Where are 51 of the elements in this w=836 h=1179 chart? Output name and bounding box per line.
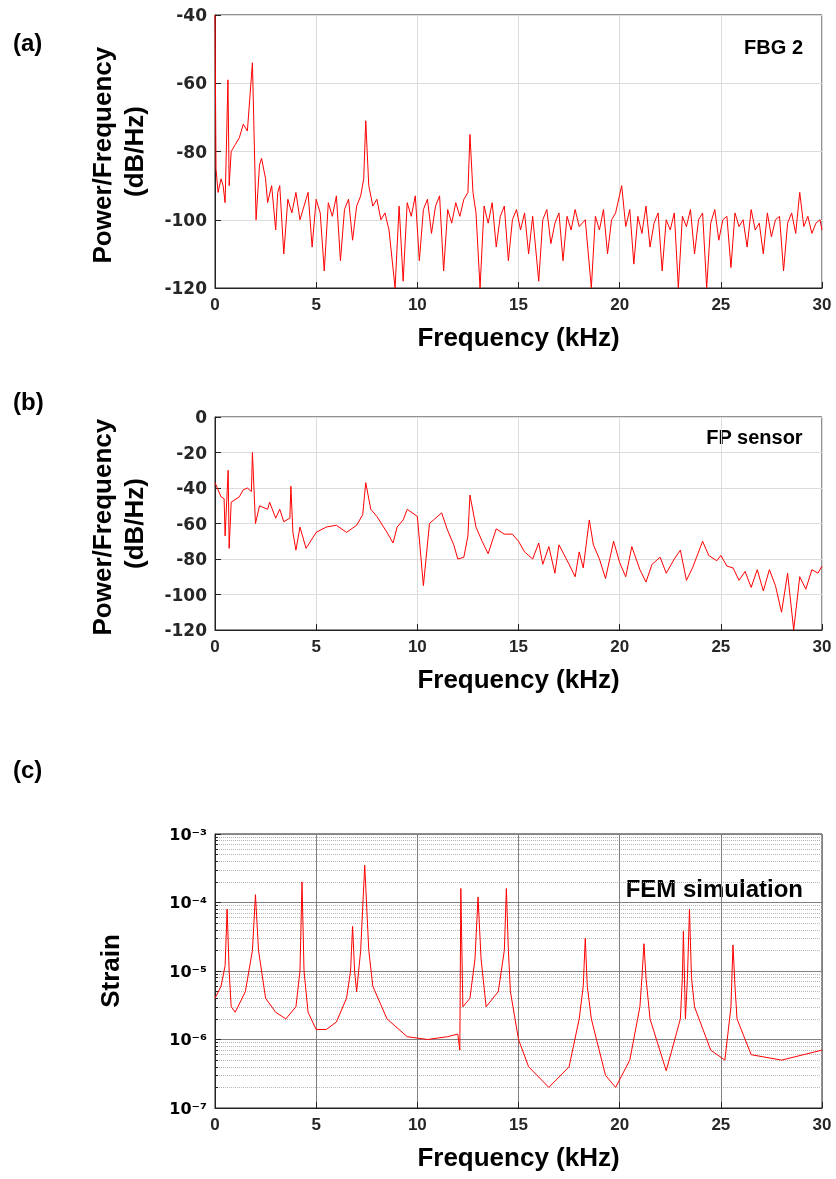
x-tick-label: 0 (210, 1115, 220, 1134)
x-axis-title: Frequency (kHz) (417, 322, 620, 352)
x-tick-label: 10 (407, 1115, 427, 1134)
y-tick-label: -120 (164, 278, 208, 298)
x-tick-label: 10 (407, 295, 427, 314)
x-tick-label: 15 (509, 295, 528, 314)
y-tick-label: 10⁻⁷ (169, 1098, 207, 1118)
x-tick-label: 5 (311, 637, 321, 656)
x-tick-label: 30 (812, 637, 832, 656)
annotation: FBG 2 (744, 36, 804, 58)
x-tick-label: 5 (311, 295, 321, 314)
x-tick-label: 25 (711, 637, 731, 656)
x-axis-title: Frequency (kHz) (417, 1142, 620, 1172)
y-tick-label: -100 (164, 584, 208, 605)
y-axis-title: Power/Frequency (dB/Hz) (87, 411, 149, 636)
y-tick-label: -40 (176, 478, 208, 498)
x-tick-label: 0 (210, 295, 220, 314)
x-tick-label: 5 (311, 1115, 321, 1134)
x-tick-label: 25 (711, 1115, 731, 1134)
y-tick-label: -100 (164, 209, 208, 230)
x-tick-label: 15 (509, 1115, 528, 1134)
x-tick-label: 15 (509, 637, 528, 656)
x-tick-label: 30 (812, 1115, 832, 1134)
chart-title: (c) (13, 755, 43, 783)
y-tick-label: 10⁻³ (169, 824, 207, 844)
chart-title: (b) (13, 387, 44, 415)
y-tick-label: -120 (164, 620, 208, 640)
line-series (214, 864, 823, 1088)
y-tick-label: -60 (176, 513, 208, 534)
x-tick-label: 20 (610, 295, 630, 314)
y-axis-title: Strain (95, 934, 125, 1008)
x-axis-title: Frequency (kHz) (417, 664, 620, 694)
y-tick-label: 10⁻⁶ (169, 1030, 207, 1049)
x-tick-label: 0 (210, 637, 220, 656)
x-tick-label: 30 (812, 295, 832, 314)
y-tick-label: -80 (176, 549, 208, 569)
x-tick-label: 25 (711, 295, 731, 314)
annotation: FEM simulation (625, 874, 803, 902)
x-tick-label: 10 (407, 637, 427, 656)
y-tick-label: -80 (176, 141, 208, 162)
text: (a) (13, 28, 43, 56)
y-tick-label: 10⁻⁴ (169, 893, 207, 912)
y-tick-label: -40 (176, 5, 208, 25)
y-tick-label: 10⁻⁵ (169, 961, 207, 981)
x-tick-label: 20 (610, 637, 630, 656)
y-tick-label: 0 (195, 407, 208, 427)
y-tick-label: -20 (176, 442, 208, 463)
x-tick-label: 20 (610, 1115, 630, 1134)
y-axis-title: Power/Frequency (dB/Hz) (87, 39, 149, 264)
line-series (214, 14, 823, 289)
y-tick-label: -60 (176, 73, 208, 94)
